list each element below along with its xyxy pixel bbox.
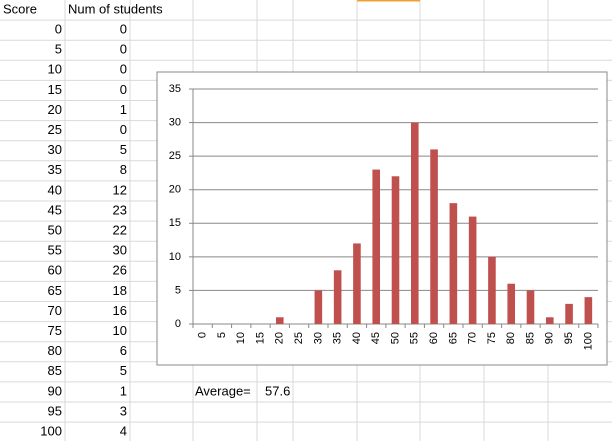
count-cell: 16 bbox=[113, 303, 127, 318]
x-tick-label: 0 bbox=[197, 332, 209, 338]
bar bbox=[526, 290, 535, 324]
score-cell: 25 bbox=[48, 122, 62, 137]
x-tick-label: 50 bbox=[389, 332, 401, 344]
count-cell: 4 bbox=[120, 424, 127, 439]
x-tick-label: 90 bbox=[544, 332, 556, 344]
bar bbox=[507, 283, 516, 324]
x-tick-label: 80 bbox=[505, 332, 517, 344]
score-cell: 95 bbox=[48, 403, 62, 418]
y-tick-label: 10 bbox=[169, 251, 181, 263]
y-tick-label: 25 bbox=[169, 150, 181, 162]
bar bbox=[410, 122, 419, 324]
score-cell: 5 bbox=[55, 42, 62, 57]
bar bbox=[314, 290, 323, 324]
x-tick-label: 20 bbox=[274, 332, 286, 344]
count-cell: 5 bbox=[120, 363, 127, 378]
bar bbox=[372, 169, 381, 324]
x-tick-label: 10 bbox=[235, 332, 247, 344]
count-cell: 1 bbox=[120, 102, 127, 117]
count-cell: 10 bbox=[113, 323, 127, 338]
score-cell: 55 bbox=[48, 243, 62, 258]
y-tick-label: 0 bbox=[175, 318, 181, 330]
score-cell: 85 bbox=[48, 363, 62, 378]
count-cell: 0 bbox=[120, 82, 127, 97]
x-tick-label: 100 bbox=[582, 332, 594, 350]
bar bbox=[488, 256, 496, 324]
count-cell: 12 bbox=[113, 182, 127, 197]
header-cell: Num of students bbox=[68, 1, 163, 16]
bar bbox=[430, 149, 438, 324]
bar bbox=[468, 216, 477, 324]
bar bbox=[545, 317, 554, 324]
y-tick-label: 30 bbox=[169, 116, 181, 128]
score-cell: 80 bbox=[48, 343, 62, 358]
count-cell: 1 bbox=[120, 383, 127, 398]
header-cell: Score bbox=[3, 1, 37, 16]
score-cell: 20 bbox=[48, 102, 62, 117]
chart: 0 5 10 15 20 25 30 35 0 5 10 15 20 25 30 35 40 45 50 55 60 65… bbox=[169, 83, 599, 350]
count-cell: 8 bbox=[120, 162, 127, 177]
count-cell: 22 bbox=[113, 223, 127, 238]
x-tick-label: 45 bbox=[370, 332, 382, 344]
x-tick-label: 25 bbox=[293, 332, 305, 344]
score-cell: 0 bbox=[55, 22, 62, 37]
bar bbox=[449, 203, 458, 324]
score-cell: 90 bbox=[48, 383, 62, 398]
y-tick-label: 35 bbox=[169, 83, 181, 95]
count-cell: 30 bbox=[113, 243, 127, 258]
x-tick-label: 30 bbox=[312, 332, 324, 344]
y-tick-label: 15 bbox=[169, 217, 181, 229]
count-cell: 6 bbox=[120, 343, 127, 358]
chart-frame bbox=[156, 71, 608, 366]
count-cell: 23 bbox=[113, 202, 127, 217]
count-cell: 18 bbox=[113, 283, 127, 298]
x-tick-label: 40 bbox=[351, 332, 363, 344]
score-cell: 35 bbox=[48, 162, 62, 177]
x-tick-label: 85 bbox=[524, 332, 536, 344]
x-tick-label: 15 bbox=[254, 332, 266, 344]
x-tick-label: 75 bbox=[486, 332, 498, 344]
score-cell: 65 bbox=[48, 283, 62, 298]
score-cell: 40 bbox=[48, 182, 62, 197]
y-tick-label: 20 bbox=[169, 184, 181, 196]
count-cell: 0 bbox=[120, 42, 127, 57]
x-tick-label: 65 bbox=[447, 332, 459, 344]
score-cell: 30 bbox=[48, 142, 62, 157]
x-tick-label: 70 bbox=[467, 332, 479, 344]
bar bbox=[333, 270, 342, 324]
count-cell: 26 bbox=[113, 263, 127, 278]
count-cell: 0 bbox=[120, 122, 127, 137]
score-cell: 45 bbox=[48, 202, 62, 217]
score-cell: 60 bbox=[48, 263, 62, 278]
count-cell: 3 bbox=[120, 403, 127, 418]
bar bbox=[353, 243, 361, 324]
average-value: 57.6 bbox=[265, 383, 290, 398]
x-tick-label: 5 bbox=[216, 332, 228, 338]
y-tick-label: 5 bbox=[175, 284, 181, 296]
bar bbox=[275, 317, 284, 324]
score-cell: 15 bbox=[48, 82, 62, 97]
x-tick-label: 60 bbox=[428, 332, 440, 344]
count-cell: 5 bbox=[120, 142, 127, 157]
x-tick-label: 35 bbox=[332, 332, 344, 344]
x-tick-label: 95 bbox=[563, 332, 575, 344]
score-cell: 50 bbox=[48, 223, 62, 238]
count-cell: 0 bbox=[120, 62, 127, 77]
x-tick-label: 55 bbox=[409, 332, 421, 344]
bar bbox=[565, 303, 573, 324]
score-cell: 75 bbox=[48, 323, 62, 338]
score-cell: 100 bbox=[40, 424, 62, 439]
average-label: Average= bbox=[195, 383, 251, 398]
score-cell: 70 bbox=[48, 303, 62, 318]
bar bbox=[391, 176, 400, 324]
count-cell: 0 bbox=[120, 22, 127, 37]
score-cell: 10 bbox=[48, 62, 62, 77]
bar bbox=[584, 297, 593, 324]
